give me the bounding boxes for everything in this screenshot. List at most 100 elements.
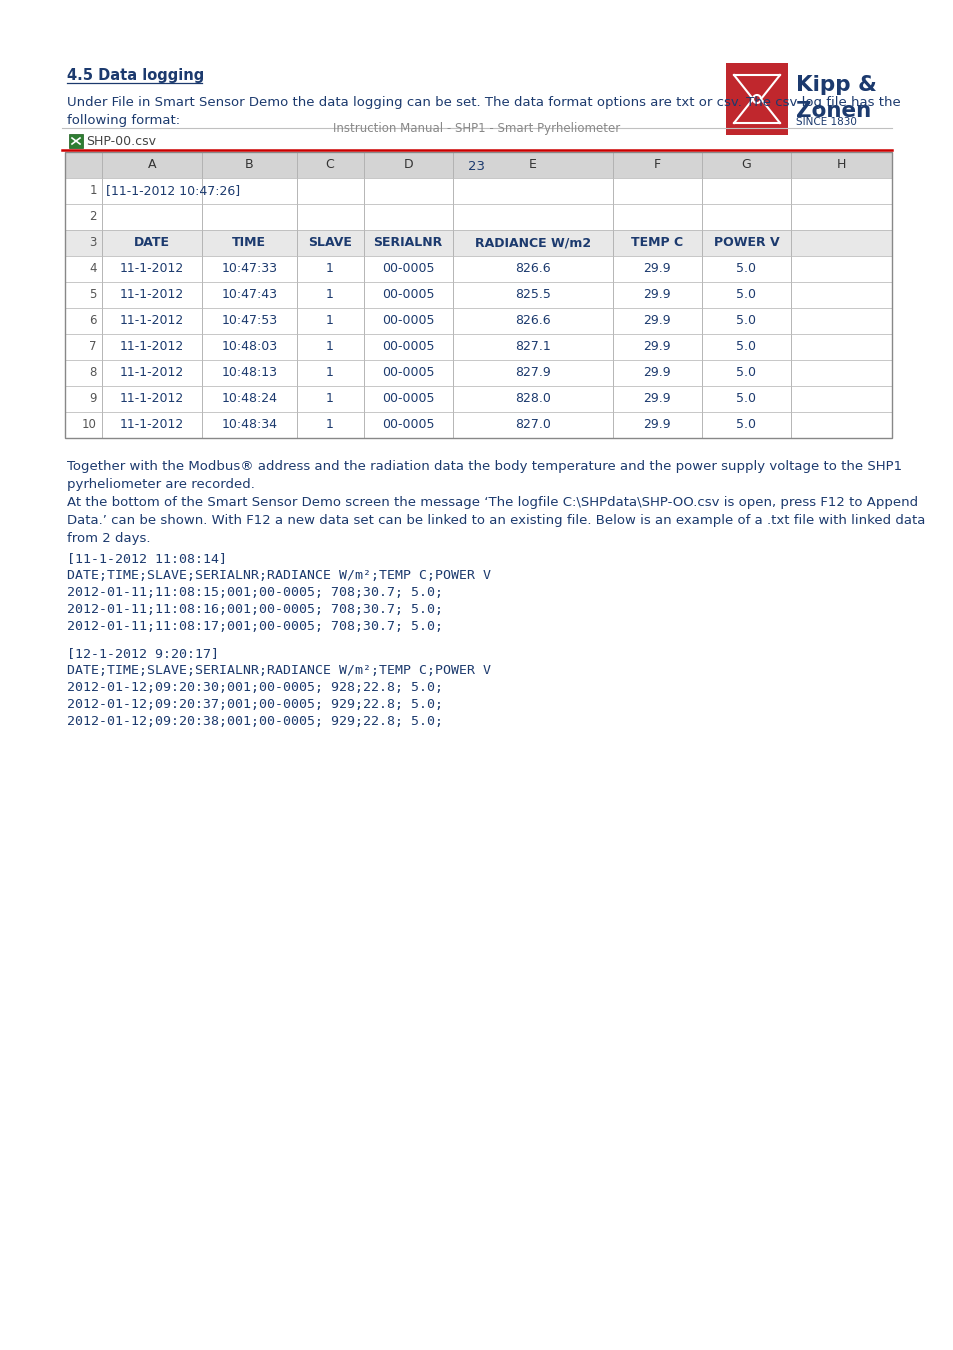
Bar <box>363 412 453 437</box>
Text: 2012-01-12;09:20:30;001;00-0005; 928;22.8; 5.0;: 2012-01-12;09:20:30;001;00-0005; 928;22.… <box>67 680 442 694</box>
Bar <box>202 178 296 204</box>
Text: 00-0005: 00-0005 <box>381 418 434 432</box>
Text: TEMP C: TEMP C <box>631 236 682 250</box>
Bar <box>102 282 202 308</box>
Text: TIME: TIME <box>232 236 266 250</box>
Text: 23: 23 <box>468 161 485 173</box>
Text: 2012-01-11;11:08:16;001;00-0005; 708;30.7; 5.0;: 2012-01-11;11:08:16;001;00-0005; 708;30.… <box>67 603 442 616</box>
Bar <box>701 412 790 437</box>
Bar <box>612 308 701 333</box>
Bar <box>202 360 296 386</box>
Text: 10:47:53: 10:47:53 <box>221 315 277 328</box>
Text: 11-1-2012: 11-1-2012 <box>119 340 184 354</box>
Bar <box>453 360 612 386</box>
Bar <box>612 256 701 282</box>
Text: SERIALNR: SERIALNR <box>374 236 442 250</box>
Bar <box>701 256 790 282</box>
Text: from 2 days.: from 2 days. <box>67 532 151 545</box>
Bar <box>701 333 790 360</box>
Text: 1: 1 <box>326 366 334 379</box>
Text: 5.0: 5.0 <box>736 418 756 432</box>
Bar <box>296 153 363 178</box>
Bar <box>102 256 202 282</box>
Text: 4: 4 <box>90 262 96 275</box>
Text: 2: 2 <box>90 211 96 224</box>
Text: 1: 1 <box>326 262 334 275</box>
Bar <box>612 178 701 204</box>
Bar <box>65 153 102 178</box>
Text: 00-0005: 00-0005 <box>381 393 434 405</box>
Bar <box>363 256 453 282</box>
Bar <box>65 204 891 230</box>
Text: 1: 1 <box>326 418 334 432</box>
Bar <box>202 333 296 360</box>
Bar <box>790 204 891 230</box>
Text: 5.0: 5.0 <box>736 393 756 405</box>
Text: 10:48:34: 10:48:34 <box>221 418 277 432</box>
Bar <box>65 230 891 256</box>
Bar <box>296 204 363 230</box>
Text: 00-0005: 00-0005 <box>381 340 434 354</box>
Bar <box>102 386 202 412</box>
Text: 10:48:03: 10:48:03 <box>221 340 277 354</box>
Bar <box>65 178 102 204</box>
Bar <box>701 230 790 256</box>
Text: [11-1-2012 11:08:14]: [11-1-2012 11:08:14] <box>67 552 227 566</box>
Bar <box>453 256 612 282</box>
Bar <box>612 386 701 412</box>
Text: 5.0: 5.0 <box>736 262 756 275</box>
Bar <box>65 282 102 308</box>
Bar <box>65 360 891 386</box>
Bar <box>202 256 296 282</box>
Bar <box>790 333 891 360</box>
Text: 11-1-2012: 11-1-2012 <box>119 315 184 328</box>
Text: D: D <box>403 158 413 171</box>
Bar <box>102 230 202 256</box>
Text: 827.0: 827.0 <box>515 418 550 432</box>
Bar <box>202 308 296 333</box>
Bar <box>296 230 363 256</box>
Bar <box>296 412 363 437</box>
Bar <box>102 204 202 230</box>
Text: 10: 10 <box>82 418 96 432</box>
Bar <box>612 204 701 230</box>
Bar <box>65 230 102 256</box>
Bar <box>790 412 891 437</box>
Text: 828.0: 828.0 <box>515 393 550 405</box>
Text: F: F <box>653 158 660 171</box>
Text: 29.9: 29.9 <box>642 393 670 405</box>
Bar <box>612 153 701 178</box>
Bar <box>65 204 102 230</box>
Bar <box>612 333 701 360</box>
Bar <box>65 412 102 437</box>
Bar <box>65 333 891 360</box>
Text: 8: 8 <box>90 366 96 379</box>
Text: DATE;TIME;SLAVE;SERIALNR;RADIANCE W/m²;TEMP C;POWER V: DATE;TIME;SLAVE;SERIALNR;RADIANCE W/m²;T… <box>67 664 491 676</box>
Bar <box>790 308 891 333</box>
Text: 29.9: 29.9 <box>642 340 670 354</box>
Text: 10:47:33: 10:47:33 <box>221 262 277 275</box>
Text: 9: 9 <box>90 393 96 405</box>
Text: A: A <box>148 158 156 171</box>
Text: 827.1: 827.1 <box>515 340 550 354</box>
Bar <box>453 153 612 178</box>
Text: [11-1-2012 10:47:26]: [11-1-2012 10:47:26] <box>106 185 239 197</box>
Text: 2012-01-11;11:08:15;001;00-0005; 708;30.7; 5.0;: 2012-01-11;11:08:15;001;00-0005; 708;30.… <box>67 586 442 599</box>
Text: 1: 1 <box>326 393 334 405</box>
Text: H: H <box>836 158 845 171</box>
Text: At the bottom of the Smart Sensor Demo screen the message ‘The logfile C:\SHPdat: At the bottom of the Smart Sensor Demo s… <box>67 495 917 509</box>
Text: 1: 1 <box>326 315 334 328</box>
Bar <box>612 412 701 437</box>
Text: 2012-01-12;09:20:38;001;00-0005; 929;22.8; 5.0;: 2012-01-12;09:20:38;001;00-0005; 929;22.… <box>67 716 442 728</box>
Bar <box>701 153 790 178</box>
Text: Under File in Smart Sensor Demo the data logging can be set. The data format opt: Under File in Smart Sensor Demo the data… <box>67 96 900 109</box>
Bar <box>65 360 102 386</box>
Bar <box>65 308 102 333</box>
Bar <box>296 308 363 333</box>
Text: 827.9: 827.9 <box>515 366 550 379</box>
Bar <box>202 386 296 412</box>
Text: 11-1-2012: 11-1-2012 <box>119 418 184 432</box>
Text: Together with the Modbus® address and the radiation data the body temperature an: Together with the Modbus® address and th… <box>67 460 902 472</box>
Text: 11-1-2012: 11-1-2012 <box>119 366 184 379</box>
Bar <box>790 153 891 178</box>
